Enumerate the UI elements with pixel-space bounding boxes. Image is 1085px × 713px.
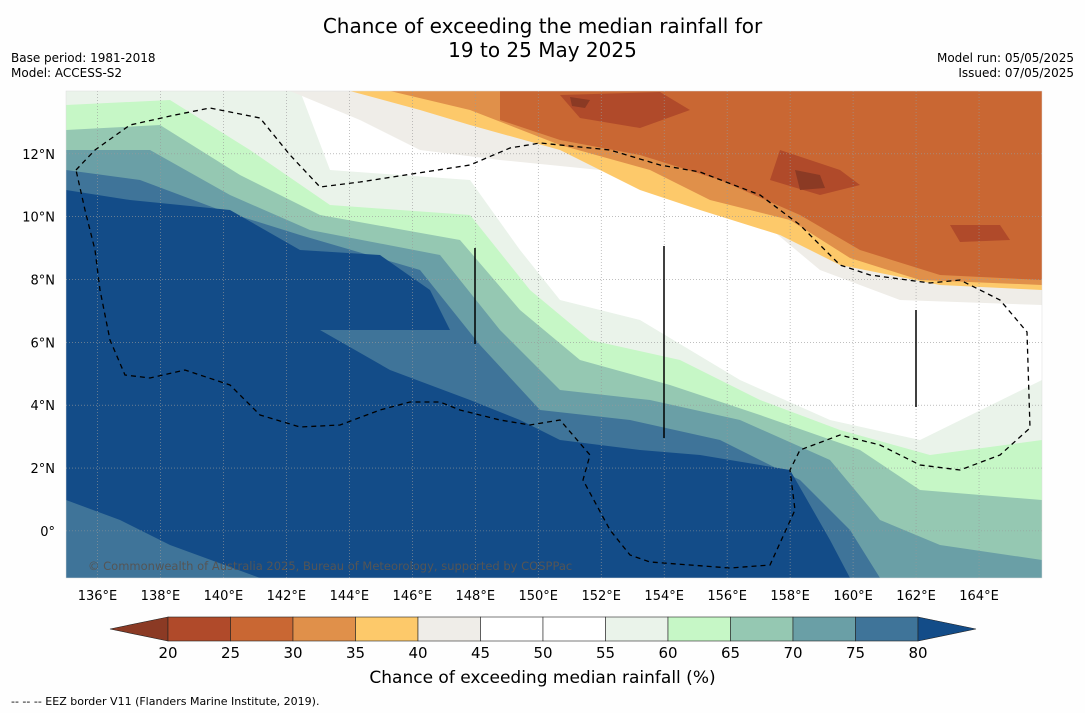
colorbar-segment — [730, 616, 794, 642]
colorbar-segment — [292, 616, 356, 642]
colorbar-segment — [355, 616, 419, 642]
colorbar-segment — [605, 616, 669, 642]
lon-tick-label: 142°E — [267, 589, 307, 604]
model-run: Model run: 05/05/2025 — [936, 51, 1074, 65]
colorbar-extend-high — [917, 616, 977, 642]
colorbar-tick-label: 40 — [408, 644, 427, 662]
colorbar-title: Chance of exceeding median rainfall (%) — [369, 668, 716, 688]
model-name: Model: ACCESS-S2 — [11, 66, 123, 80]
lon-tick-label: 154°E — [644, 589, 684, 604]
lon-tick-label: 144°E — [330, 589, 370, 604]
lon-tick-label: 136°E — [78, 589, 118, 604]
lon-tick-label: 146°E — [393, 589, 433, 604]
lon-tick-label: 162°E — [896, 589, 936, 604]
lat-tick-label: 2°N — [31, 462, 56, 477]
colorbar: 20 25 30 35 40 45 50 55 60 65 70 75 80 — [109, 616, 977, 662]
colorbar-segment — [230, 616, 294, 642]
eez-border-west — [75, 107, 1031, 569]
copyright-text: © Commonwealth of Australia 2025, Bureau… — [88, 559, 572, 573]
lon-tick-label: 138°E — [141, 589, 181, 604]
band-25 — [500, 91, 1042, 280]
probability-field — [66, 91, 1042, 578]
colorbar-extend-low — [109, 616, 169, 642]
colorbar-segment — [480, 616, 544, 642]
issued-date: Issued: 07/05/2025 — [958, 66, 1074, 80]
eez-legend: -- -- -- EEZ border V11 (Flanders Marine… — [11, 695, 320, 708]
base-period: Base period: 1981-2018 — [11, 51, 156, 65]
colorbar-tick-label: 80 — [908, 644, 927, 662]
lon-tick-label: 158°E — [770, 589, 810, 604]
colorbar-segment — [792, 616, 856, 642]
colorbar-tick-label: 25 — [221, 644, 240, 662]
colorbar-segment — [167, 616, 231, 642]
lon-tick-label: 164°E — [959, 589, 999, 604]
colorbar-tick-label: 55 — [596, 644, 615, 662]
lon-tick-label: 156°E — [707, 589, 747, 604]
colorbar-tick-label: 60 — [658, 644, 677, 662]
lat-tick-label: 10°N — [22, 211, 55, 226]
colorbar-tick-label: 50 — [533, 644, 552, 662]
colorbar-tick-label: 30 — [283, 644, 302, 662]
lon-tick-label: 150°E — [518, 589, 558, 604]
band-85 — [66, 190, 850, 578]
colorbar-tick-label: 65 — [721, 644, 740, 662]
lat-tick-label: 0° — [40, 525, 55, 540]
meta-right: Model run: 05/05/2025 Issued: 07/05/2025 — [937, 51, 1074, 81]
boundary-lines — [474, 246, 917, 438]
plot-frame — [65, 90, 1043, 579]
chart-title: Chance of exceeding the median rainfall … — [0, 14, 1085, 62]
colorbar-segment — [542, 616, 606, 642]
band-15 — [570, 97, 825, 190]
band-20 — [560, 92, 1010, 242]
meta-left: Base period: 1981-2018 Model: ACCESS-S2 — [11, 51, 156, 81]
colorbar-tick-label: 45 — [471, 644, 490, 662]
lat-tick-labels: 12°N 10°N 8°N 6°N 4°N 2°N 0° — [22, 148, 55, 540]
colorbar-segment — [417, 616, 481, 642]
lat-tick-label: 12°N — [22, 148, 55, 163]
lat-tick-label: 8°N — [31, 274, 56, 289]
colorbar-tick-label: 70 — [783, 644, 802, 662]
colorbar-segment — [855, 616, 919, 642]
title-line-1: Chance of exceeding the median rainfall … — [322, 14, 763, 38]
eez-borders — [75, 107, 1031, 569]
lat-tick-label: 4°N — [31, 399, 56, 414]
lon-tick-label: 148°E — [456, 589, 496, 604]
lon-tick-label: 140°E — [204, 589, 244, 604]
lon-tick-label: 152°E — [581, 589, 621, 604]
lon-tick-label: 160°E — [833, 589, 873, 604]
colorbar-segment — [667, 616, 731, 642]
lon-tick-labels: 136°E 138°E 140°E 142°E 144°E 146°E 148°E 150°E… — [78, 589, 999, 604]
lat-tick-label: 6°N — [31, 336, 56, 351]
colorbar-tick-label: 35 — [346, 644, 365, 662]
colorbar-tick-label: 75 — [846, 644, 865, 662]
colorbar-tick-label: 20 — [158, 644, 177, 662]
title-line-2: 19 to 25 May 2025 — [448, 38, 637, 62]
